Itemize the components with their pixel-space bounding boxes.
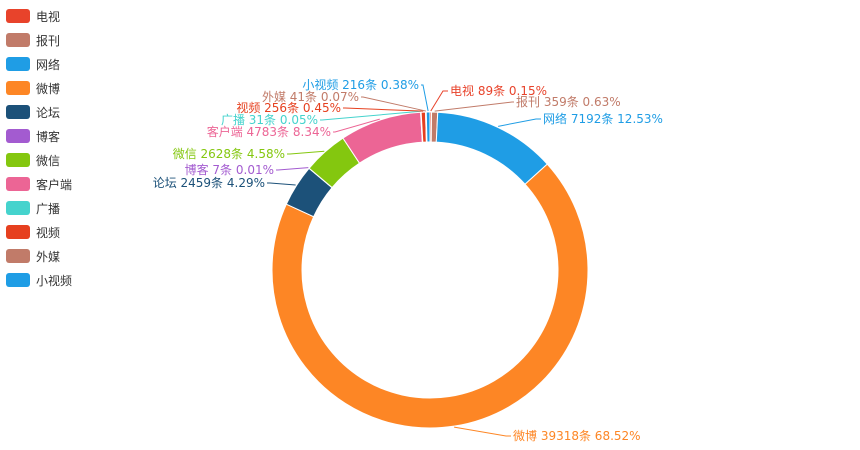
slice-label: 视频 256条 0.45% — [236, 100, 341, 115]
legend-swatch — [6, 9, 30, 23]
pie-slice[interactable] — [425, 111, 431, 143]
legend-item[interactable]: 视频 — [6, 220, 72, 244]
slice-label: 网络 7192条 12.53% — [543, 111, 663, 126]
pie-slice[interactable] — [271, 163, 589, 429]
label-leader-line — [287, 150, 325, 155]
legend-item[interactable]: 小视频 — [6, 268, 72, 292]
legend-item[interactable]: 外媒 — [6, 244, 72, 268]
legend-swatch — [6, 273, 30, 287]
legend-swatch — [6, 105, 30, 119]
label-leader-line — [421, 84, 429, 112]
legend-item[interactable]: 网络 — [6, 52, 72, 76]
legend-label: 论坛 — [36, 105, 61, 120]
legend-item[interactable]: 微信 — [6, 148, 72, 172]
legend-item[interactable]: 博客 — [6, 124, 72, 148]
label-leader-line — [320, 110, 421, 121]
slice-label: 电视 89条 0.15% — [450, 83, 547, 98]
legend-swatch — [6, 249, 30, 263]
slice-label: 外媒 41条 0.07% — [262, 90, 359, 104]
slice-label: 客户端 4783条 8.34% — [207, 124, 331, 139]
legend-swatch — [6, 81, 30, 95]
slice-label: 微博 39318条 68.52% — [513, 428, 641, 443]
slice-label: 小视频 216条 0.38% — [302, 77, 419, 92]
label-leader-line — [361, 96, 426, 112]
label-leader-line — [267, 182, 296, 186]
label-leader-line — [430, 90, 448, 112]
legend-item[interactable]: 电视 — [6, 4, 72, 28]
legend-label: 客户端 — [36, 177, 73, 192]
legend-swatch — [6, 57, 30, 71]
legend-label: 微博 — [36, 81, 61, 96]
legend-label: 报刊 — [36, 33, 61, 48]
legend-item[interactable]: 报刊 — [6, 28, 72, 52]
label-leader-line — [343, 107, 424, 112]
legend-item[interactable]: 论坛 — [6, 100, 72, 124]
slice-label: 广播 31条 0.05% — [221, 113, 318, 127]
legend-swatch — [6, 225, 30, 239]
chart-legend: 电视报刊网络微博论坛博客微信客户端广播视频外媒小视频 — [6, 4, 72, 292]
label-leader-line — [333, 118, 380, 133]
legend-swatch — [6, 177, 30, 191]
label-leader-line — [454, 426, 511, 437]
legend-label: 视频 — [36, 225, 61, 240]
legend-item[interactable]: 微博 — [6, 76, 72, 100]
legend-label: 外媒 — [36, 249, 61, 264]
legend-label: 微信 — [36, 153, 61, 168]
legend-item[interactable]: 客户端 — [6, 172, 72, 196]
label-leader-line — [434, 101, 514, 112]
slice-label: 报刊 359条 0.63% — [516, 94, 621, 109]
legend-label: 网络 — [36, 57, 61, 72]
pie-slice[interactable] — [435, 111, 549, 185]
legend-swatch — [6, 129, 30, 143]
pie-slice[interactable] — [342, 111, 423, 164]
legend-item[interactable]: 广播 — [6, 196, 72, 220]
legend-label: 小视频 — [36, 273, 73, 288]
slice-label: 博客 7条 0.01% — [185, 162, 274, 177]
legend-label: 广播 — [36, 201, 61, 216]
label-leader-line — [498, 118, 541, 127]
slice-label: 微信 2628条 4.58% — [173, 147, 285, 161]
label-leader-line — [276, 167, 309, 171]
legend-label: 电视 — [36, 9, 61, 24]
legend-swatch — [6, 201, 30, 215]
legend-swatch — [6, 153, 30, 167]
slice-label: 论坛 2459条 4.29% — [153, 176, 265, 190]
legend-swatch — [6, 33, 30, 47]
legend-label: 博客 — [36, 129, 61, 144]
